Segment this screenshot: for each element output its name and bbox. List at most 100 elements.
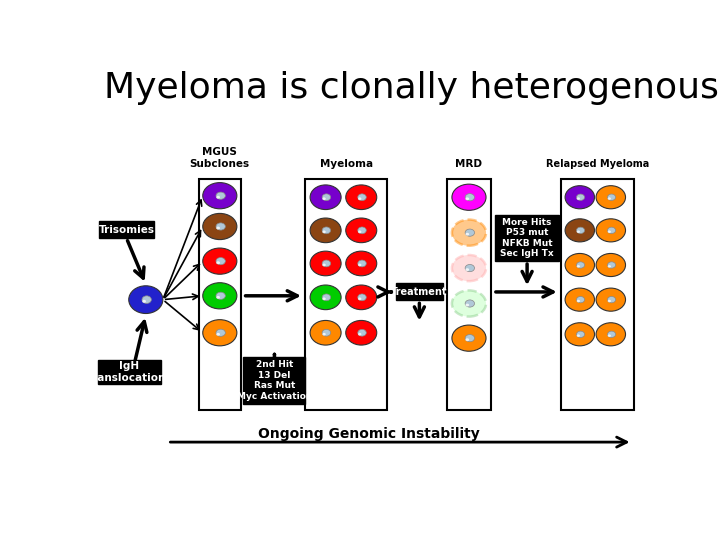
Text: Treatment: Treatment [391, 287, 448, 297]
Ellipse shape [577, 194, 585, 200]
Ellipse shape [465, 335, 474, 342]
Ellipse shape [142, 296, 151, 303]
Ellipse shape [452, 220, 486, 246]
Ellipse shape [310, 320, 341, 345]
Ellipse shape [577, 296, 585, 303]
Ellipse shape [465, 268, 469, 271]
Ellipse shape [358, 260, 366, 267]
Ellipse shape [608, 300, 611, 302]
Ellipse shape [565, 219, 595, 242]
Ellipse shape [577, 265, 580, 268]
Ellipse shape [216, 192, 225, 199]
Ellipse shape [216, 227, 220, 229]
Ellipse shape [322, 194, 330, 201]
Ellipse shape [358, 227, 366, 234]
Ellipse shape [596, 219, 626, 242]
Ellipse shape [203, 283, 237, 309]
Bar [495, 215, 559, 261]
Ellipse shape [323, 197, 325, 200]
Text: Myeloma is clonally heterogenous: Myeloma is clonally heterogenous [104, 71, 719, 105]
Text: MGUS
Subclones: MGUS Subclones [190, 147, 250, 168]
Ellipse shape [310, 285, 341, 309]
Ellipse shape [608, 296, 616, 303]
Ellipse shape [216, 329, 225, 336]
Ellipse shape [465, 338, 469, 341]
Text: Trisomies: Trisomies [99, 225, 154, 234]
Text: Myeloma: Myeloma [320, 159, 373, 168]
Ellipse shape [608, 331, 616, 338]
Ellipse shape [346, 218, 377, 242]
Ellipse shape [216, 296, 220, 299]
Ellipse shape [565, 186, 595, 209]
Ellipse shape [608, 197, 611, 200]
Ellipse shape [608, 231, 611, 233]
Ellipse shape [216, 333, 220, 336]
Bar [99, 221, 153, 238]
Ellipse shape [465, 194, 474, 201]
Ellipse shape [358, 197, 361, 200]
Ellipse shape [465, 303, 469, 307]
Ellipse shape [465, 198, 469, 200]
Ellipse shape [346, 320, 377, 345]
Ellipse shape [323, 264, 325, 266]
Ellipse shape [216, 223, 225, 230]
Ellipse shape [322, 294, 330, 301]
Ellipse shape [216, 292, 225, 299]
Ellipse shape [358, 264, 361, 266]
Ellipse shape [346, 251, 377, 276]
Bar [446, 179, 492, 410]
Ellipse shape [323, 231, 325, 233]
Ellipse shape [577, 262, 585, 268]
Ellipse shape [203, 183, 237, 209]
Ellipse shape [608, 265, 611, 268]
Ellipse shape [203, 213, 237, 240]
Ellipse shape [577, 331, 585, 338]
Ellipse shape [452, 255, 486, 281]
Ellipse shape [452, 184, 486, 210]
Ellipse shape [323, 333, 325, 335]
Ellipse shape [565, 323, 595, 346]
Bar [396, 284, 443, 300]
Ellipse shape [216, 261, 220, 264]
Ellipse shape [143, 300, 146, 303]
Ellipse shape [577, 227, 585, 233]
Text: MRD: MRD [456, 159, 482, 168]
Ellipse shape [358, 294, 366, 301]
Ellipse shape [608, 194, 616, 200]
Ellipse shape [358, 333, 361, 335]
Bar [199, 179, 241, 410]
Text: IgH
Translocations: IgH Translocations [87, 361, 172, 383]
Ellipse shape [465, 233, 469, 235]
Ellipse shape [596, 323, 626, 346]
Ellipse shape [346, 285, 377, 309]
Ellipse shape [310, 218, 341, 242]
Ellipse shape [358, 231, 361, 233]
Ellipse shape [596, 288, 626, 311]
Ellipse shape [465, 265, 474, 272]
Bar [561, 179, 634, 410]
Bar [243, 357, 305, 403]
Bar [98, 360, 161, 384]
Text: 2nd Hit
13 Del
Ras Mut
Myc Activation: 2nd Hit 13 Del Ras Mut Myc Activation [237, 360, 312, 401]
Ellipse shape [129, 286, 163, 314]
Text: More Hits
P53 mut
NFKB Mut
Sec IgH Tx: More Hits P53 mut NFKB Mut Sec IgH Tx [500, 218, 554, 258]
Text: Ongoing Genomic Instability: Ongoing Genomic Instability [258, 427, 480, 441]
Ellipse shape [216, 196, 220, 199]
Ellipse shape [565, 253, 595, 276]
Ellipse shape [577, 231, 580, 233]
Ellipse shape [216, 258, 225, 265]
Ellipse shape [203, 320, 237, 346]
Ellipse shape [577, 300, 580, 302]
Ellipse shape [452, 291, 486, 316]
Ellipse shape [322, 260, 330, 267]
Ellipse shape [358, 298, 361, 300]
Ellipse shape [465, 229, 474, 237]
Ellipse shape [608, 334, 611, 337]
Ellipse shape [310, 185, 341, 210]
Ellipse shape [323, 298, 325, 300]
Ellipse shape [465, 300, 474, 307]
Ellipse shape [203, 248, 237, 274]
Ellipse shape [565, 288, 595, 311]
Ellipse shape [310, 251, 341, 276]
Ellipse shape [608, 227, 616, 233]
